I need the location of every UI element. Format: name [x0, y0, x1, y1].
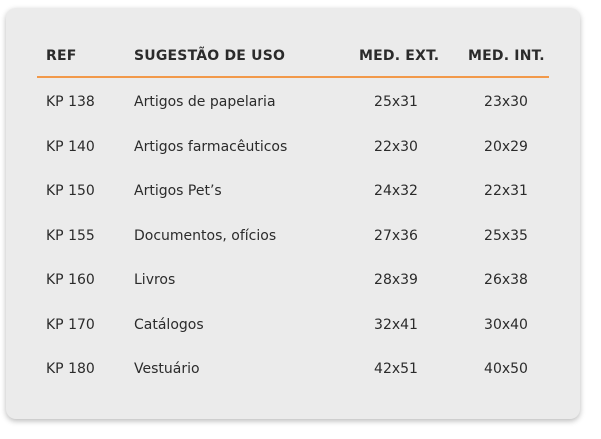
table-row: KP 180 Vestuário 42x51 40x50 — [6, 347, 580, 391]
cell-ref: KP 155 — [46, 227, 95, 244]
product-table-card: REF SUGESTÃO DE USO MED. EXT. MED. INT. … — [6, 8, 580, 419]
cell-int: 25x35 — [484, 227, 528, 244]
cell-ref: KP 170 — [46, 316, 95, 333]
cell-use: Vestuário — [134, 361, 200, 377]
cell-ext: 24x32 — [374, 183, 418, 199]
header-int: MED. INT. — [468, 48, 545, 64]
header-use: SUGESTÃO DE USO — [134, 48, 286, 64]
cell-ext: 28x39 — [374, 272, 418, 288]
cell-ext: 22x30 — [374, 138, 418, 155]
cell-int: 23x30 — [484, 94, 528, 110]
cell-use: Livros — [134, 272, 176, 288]
cell-use: Documentos, ofícios — [134, 227, 277, 244]
table-header: REF SUGESTÃO DE USO MED. EXT. MED. INT. — [6, 8, 580, 78]
cell-ext: 42x51 — [374, 361, 418, 377]
cell-int: 30x40 — [484, 316, 528, 333]
table-row: KP 160 Livros 28x39 26x38 — [6, 258, 580, 302]
table-row: KP 150 Artigos Pet’s 24x32 22x31 — [6, 169, 580, 213]
table-row: KP 155 Documentos, ofícios 27x36 25x35 — [6, 214, 580, 258]
table-row: KP 140 Artigos farmacêuticos 22x30 20x29 — [6, 125, 580, 169]
cell-int: 40x50 — [484, 361, 528, 377]
cell-ext: 27x36 — [374, 227, 418, 244]
cell-int: 26x38 — [484, 272, 528, 288]
table-row: KP 170 Catálogos 32x41 30x40 — [6, 303, 580, 347]
cell-ext: 32x41 — [374, 316, 418, 333]
cell-ref: KP 160 — [46, 272, 95, 288]
cell-use: Artigos farmacêuticos — [134, 138, 288, 155]
cell-ref: KP 150 — [46, 183, 95, 199]
table-row: KP 138 Artigos de papelaria 25x31 23x30 — [6, 80, 580, 124]
cell-use: Artigos de papelaria — [134, 94, 276, 110]
cell-ref: KP 140 — [46, 138, 95, 155]
cell-int: 20x29 — [484, 138, 528, 155]
cell-use: Artigos Pet’s — [134, 183, 222, 199]
header-ref: REF — [46, 48, 77, 64]
cell-ext: 25x31 — [374, 94, 418, 110]
cell-use: Catálogos — [134, 316, 204, 333]
cell-int: 22x31 — [484, 183, 528, 199]
cell-ref: KP 138 — [46, 94, 95, 110]
cell-ref: KP 180 — [46, 361, 95, 377]
header-divider — [37, 76, 549, 78]
header-ext: MED. EXT. — [359, 48, 440, 64]
